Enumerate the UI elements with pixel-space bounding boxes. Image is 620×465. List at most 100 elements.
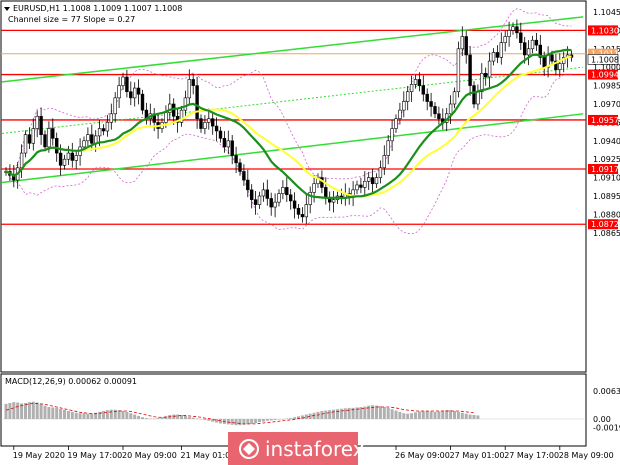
bull-candle-body: [179, 109, 184, 123]
candle: [370, 168, 375, 194]
watermark-text: instaforex: [265, 437, 365, 461]
macd-histogram-bar: [433, 411, 437, 419]
bear-candle-body: [554, 60, 558, 70]
symbol-info: EURUSD,H1 1.1008 1.1009 1.1007 1.1008: [13, 4, 182, 13]
candle: [331, 190, 336, 213]
candle: [534, 32, 539, 51]
macd-histogram-bar: [390, 409, 394, 419]
bull-candle-body: [413, 79, 418, 85]
macd-tick-label: 0.00: [593, 415, 611, 424]
bull-candle-body: [382, 155, 386, 169]
macd-histogram-bar: [363, 406, 367, 419]
candle: [452, 87, 457, 109]
candle: [511, 22, 515, 35]
macd-histogram-bar: [16, 402, 20, 419]
macd-histogram-bar: [359, 407, 363, 419]
bear-candle-body: [230, 140, 234, 156]
macd-layer: 0.0063 0.00-0.00195: [1, 387, 620, 433]
bull-candle-body: [511, 26, 515, 31]
price-tick-label: 1.0880: [593, 210, 620, 219]
candle: [168, 93, 172, 120]
macd-histogram-bar: [472, 415, 476, 419]
bull-candle-body: [448, 103, 453, 115]
bear-candle-body: [234, 155, 238, 164]
macd-histogram-bar: [82, 413, 86, 419]
candle: [234, 146, 238, 174]
channel-layer: [1, 16, 584, 184]
macd-histogram-bar: [203, 419, 207, 420]
candle: [409, 75, 414, 102]
candle: [31, 118, 35, 151]
bear-candle-body: [464, 36, 468, 56]
dropdown-triangle-icon[interactable]: [4, 7, 10, 11]
channel-lower-line: [1, 113, 584, 184]
candle: [211, 112, 215, 135]
macd-histogram-bar: [375, 405, 378, 419]
bull-candle-body: [405, 91, 410, 102]
candle: [402, 91, 406, 118]
macd-histogram-bar: [250, 419, 254, 424]
candle: [101, 124, 106, 136]
bear-candle-body: [191, 79, 195, 86]
candle: [296, 203, 301, 219]
macd-histogram-bar: [300, 415, 304, 419]
macd-histogram-bar: [410, 413, 414, 419]
macd-histogram-bar: [86, 413, 90, 419]
candle: [265, 179, 269, 206]
candle: [308, 186, 312, 214]
candle: [503, 30, 507, 52]
candle: [312, 175, 316, 203]
macd-histogram-bar: [105, 410, 109, 419]
candle: [86, 127, 90, 147]
ask-price-tag: [588, 48, 618, 59]
macd-histogram-bar: [425, 411, 429, 419]
bear-candle-body: [253, 199, 258, 205]
macd-histogram-bar: [273, 419, 277, 420]
macd-tick-label: -0.00195: [593, 424, 620, 433]
macd-histogram-bar: [66, 411, 70, 419]
bear-candle-body: [43, 134, 47, 148]
macd-histogram-bar: [324, 410, 328, 419]
candle: [448, 95, 453, 124]
candle: [386, 135, 390, 165]
bear-candle-body: [515, 26, 519, 34]
bull-candle-body: [331, 199, 336, 203]
bear-candle-body: [468, 54, 472, 86]
macd-histogram-bar: [226, 419, 230, 425]
bull-candle-body: [394, 118, 398, 129]
bull-candle-body: [86, 134, 90, 142]
price-tick-label: 1.0925: [593, 155, 620, 164]
bear-candle-body: [269, 198, 273, 208]
bear-candle-body: [242, 171, 246, 181]
bull-candle-body: [398, 109, 402, 120]
bull-candle-body: [62, 158, 67, 166]
macd-histogram-bar: [176, 414, 180, 419]
bull-candle-body: [507, 30, 511, 37]
candle: [269, 192, 273, 216]
macd-histogram-bar: [445, 410, 449, 419]
candle: [378, 160, 383, 184]
macd-histogram-bar: [367, 405, 371, 419]
macd-histogram-bar: [429, 411, 433, 419]
candle: [507, 21, 511, 47]
macd-histogram-bar: [308, 413, 312, 419]
time-tick-label: 27 May 17:00: [504, 451, 559, 460]
macd-histogram-bar: [187, 416, 191, 419]
macd-histogram-bar: [406, 413, 410, 419]
bear-candle-body: [495, 52, 500, 58]
bull-candle-body: [133, 87, 137, 99]
macd-histogram-bar: [152, 418, 156, 420]
level-price-tag: [588, 114, 618, 125]
candle: [117, 76, 121, 109]
price-axis[interactable]: 1.10451.10301.10151.10001.09851.09701.09…: [587, 8, 620, 238]
bear-candle-body: [51, 128, 55, 139]
macd-histogram-bar: [414, 412, 417, 419]
macd-histogram-bar: [51, 407, 55, 419]
candle: [499, 32, 503, 65]
candle: [51, 118, 55, 146]
bull-candle-body: [97, 128, 102, 137]
macd-histogram-bar: [336, 409, 339, 419]
macd-histogram-bar: [102, 411, 105, 419]
candles-layer: [4, 19, 574, 225]
candle: [519, 22, 523, 50]
